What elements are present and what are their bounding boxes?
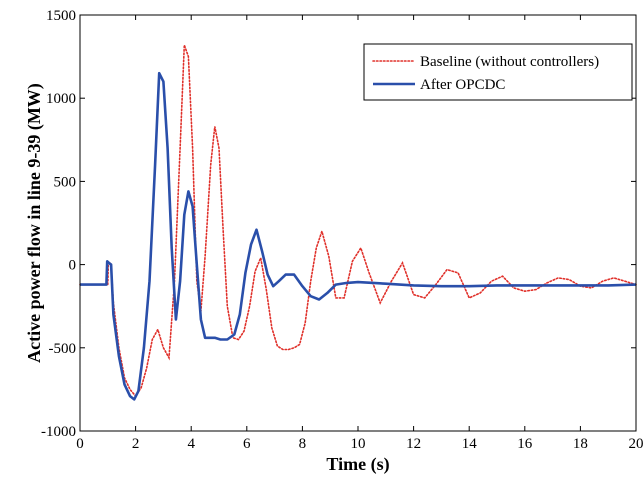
x-tick-label: 18	[573, 436, 588, 452]
axis-ticks: 0 2 4 6 8 10 12 14 16 18 20 -1000 -500 0 500 1000 1500	[41, 8, 644, 452]
y-tick-label: -1000	[41, 424, 76, 440]
y-tick-label: 500	[54, 174, 77, 190]
x-axis-label: Time (s)	[326, 454, 389, 475]
x-tick-label: 12	[406, 436, 421, 452]
plot-frame	[79, 14, 637, 432]
x-tick-label: 20	[629, 436, 644, 452]
x-tick-label: 14	[462, 436, 478, 452]
y-tick-label: 0	[69, 258, 77, 274]
x-tick-label: 4	[187, 436, 195, 452]
x-tick-label: 0	[76, 436, 84, 452]
legend-label-baseline: Baseline (without controllers)	[420, 54, 599, 70]
x-tick-label: 2	[132, 436, 140, 452]
legend-label-opcdc: After OPCDC	[420, 77, 505, 93]
series-line-baseline	[79, 44, 637, 398]
series-line-opcdc	[80, 71, 637, 401]
y-tick-label: -500	[49, 341, 77, 357]
x-tick-label: 10	[351, 436, 366, 452]
x-tick-label: 6	[243, 436, 251, 452]
y-tick-label: 1000	[46, 91, 76, 107]
legend: Baseline (without controllers) After OPC…	[363, 43, 633, 101]
y-tick-label: 1500	[46, 8, 76, 24]
x-tick-label: 16	[517, 436, 533, 452]
y-axis-label: Active power flow in line 9-39 (MW)	[24, 83, 45, 363]
x-tick-label: 8	[299, 436, 307, 452]
plot-content	[79, 44, 637, 401]
legend-box	[363, 43, 633, 101]
